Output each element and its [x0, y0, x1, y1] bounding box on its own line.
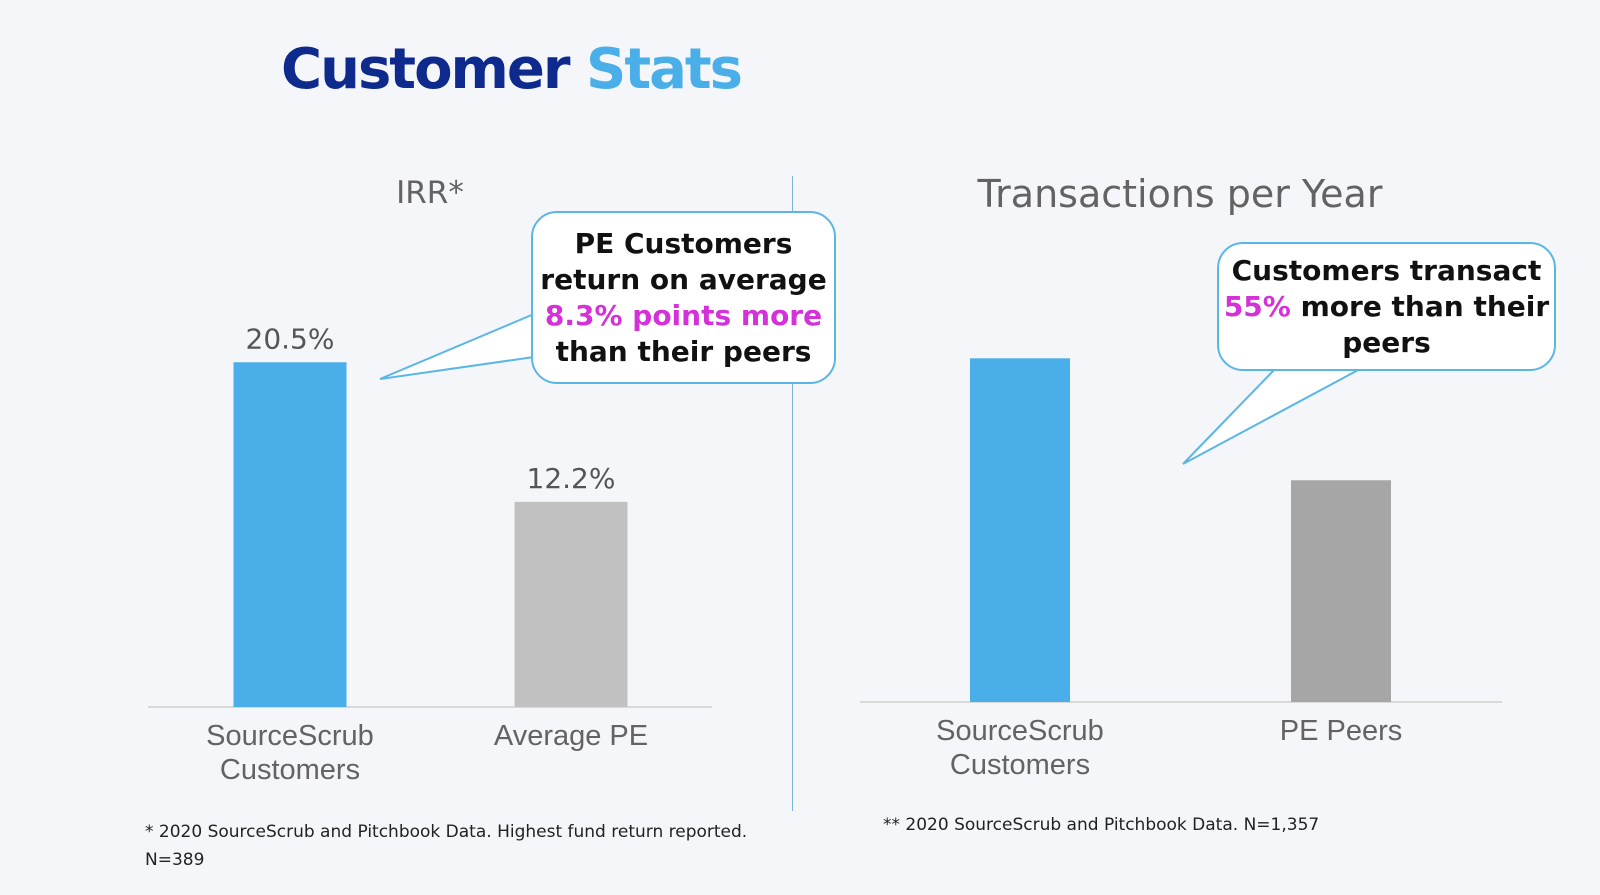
irr-bar-1	[233, 362, 347, 707]
transactions-callout-line-3: peers	[1342, 325, 1431, 359]
transactions-callout: Customers transact 55% more than their p…	[1217, 242, 1556, 371]
irr-category-label-1-line-2: Customers	[220, 754, 360, 786]
irr-chart-title: IRR*	[396, 175, 464, 211]
transactions-callout-line-2: 55% more than their	[1224, 289, 1549, 325]
irr-footnote-n: N=389	[145, 850, 205, 870]
transactions-callout-highlight: 55%	[1223, 289, 1291, 323]
irr-category-label-2: Average PE	[494, 720, 648, 752]
irr-callout: PE Customers return on average 8.3% poin…	[531, 211, 836, 384]
irr-callout-line-4: than their peers	[555, 334, 812, 368]
transactions-bar-1	[970, 358, 1070, 702]
irr-category-label-1: SourceScrub Customers	[206, 720, 374, 786]
irr-bar-2	[514, 501, 628, 707]
irr-callout-line-1: PE Customers	[574, 226, 793, 260]
irr-footnote: * 2020 SourceScrub and Pitchbook Data. H…	[145, 818, 747, 874]
transactions-chart-title: Transactions per Year	[977, 172, 1383, 216]
irr-value-label-2: 12.2%	[527, 462, 616, 495]
page-title-word-1: Customer	[281, 37, 570, 102]
transactions-category-label-1-line-1: SourceScrub	[936, 715, 1104, 747]
transactions-category-label-2-line-1: PE Peers	[1280, 715, 1403, 747]
transactions-category-label-2: PE Peers	[1280, 715, 1403, 747]
transactions-footnote-source: ** 2020 SourceScrub and Pitchbook Data. …	[883, 815, 1320, 835]
irr-category-label-2-line-1: Average PE	[494, 720, 648, 752]
page-title: Customer Stats	[281, 42, 743, 98]
transactions-category-label-1-line-2: Customers	[950, 749, 1090, 781]
transactions-callout-line-2-rest: more than their	[1290, 289, 1550, 323]
irr-value-label-1: 20.5%	[246, 322, 335, 355]
transactions-callout-line-1: Customers transact	[1231, 253, 1542, 287]
transactions-category-label-1: SourceScrub Customers	[936, 715, 1104, 781]
irr-footnote-source: * 2020 SourceScrub and Pitchbook Data. H…	[145, 822, 748, 842]
page-title-word-2: Stats	[586, 37, 743, 102]
transactions-footnote: ** 2020 SourceScrub and Pitchbook Data. …	[883, 811, 1319, 839]
section-divider	[792, 176, 793, 811]
irr-category-label-1-line-1: SourceScrub	[206, 720, 374, 752]
irr-callout-highlight: 8.3% points more	[544, 298, 823, 332]
irr-callout-line-2: return on average	[540, 262, 827, 296]
transactions-bar-2	[1291, 480, 1391, 702]
